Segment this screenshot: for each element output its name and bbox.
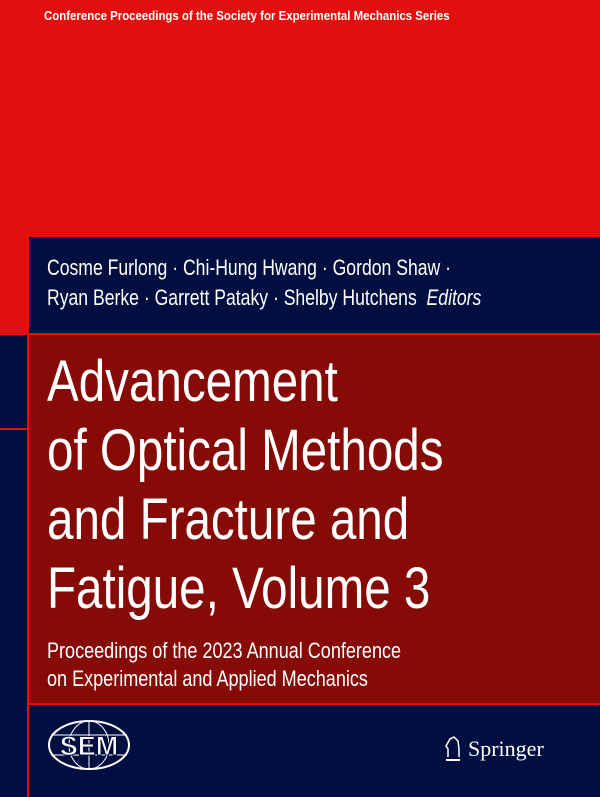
knight-chess-icon xyxy=(445,736,460,761)
series-title: Conference Proceedings of the Society fo… xyxy=(44,8,450,23)
book-title-line: Fatigue, Volume 3 xyxy=(47,556,431,621)
editors-line: Ryan Berke · Garrett Pataky · Shelby Hut… xyxy=(47,285,481,311)
sem-logo: SEM xyxy=(48,720,130,770)
book-title-line: Advancement xyxy=(47,349,338,414)
subtitle-line: Proceedings of the 2023 Annual Conferenc… xyxy=(47,638,402,663)
bottom-band: SEM Springer xyxy=(29,705,600,797)
publisher-name: Springer xyxy=(468,736,544,761)
editors-line: Cosme Furlong · Chi-Hung Hwang · Gordon … xyxy=(47,255,451,280)
springer-logo: Springer xyxy=(444,735,544,763)
editors-band: Cosme Furlong · Chi-Hung Hwang · Gordon … xyxy=(29,237,600,333)
editors-names: Ryan Berke · Garrett Pataky · Shelby Hut… xyxy=(47,285,417,310)
editors-role: Editors xyxy=(426,285,482,310)
divider xyxy=(27,237,29,797)
book-title-line: and Fracture and xyxy=(47,487,410,552)
sem-logo-text: SEM xyxy=(60,731,119,761)
book-title-line: of Optical Methods xyxy=(47,418,444,483)
subtitle-line: on Experimental and Applied Mechanics xyxy=(47,666,368,691)
left-strip xyxy=(0,335,27,797)
title-panel: Advancement of Optical Methods and Fract… xyxy=(29,335,600,703)
divider xyxy=(0,428,27,430)
